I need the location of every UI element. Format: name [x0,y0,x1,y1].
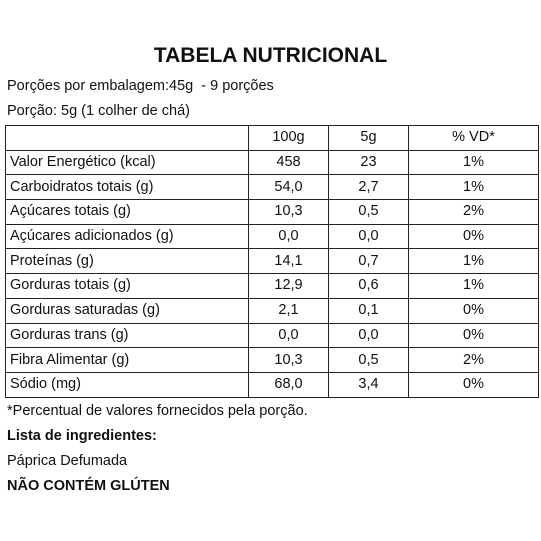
daily-value-percent: 0% [408,322,539,349]
header-per-100g: 100g [248,125,329,151]
daily-value-percent: 0% [408,223,539,250]
value-per-100g: 10,3 [248,347,329,373]
value-per-5g: 0,6 [328,273,409,299]
table-row: Valor Energético (kcal) 458 23 1% [5,149,539,176]
nutrient-name: Gorduras saturadas (g) [5,297,249,324]
value-per-5g: 0,0 [328,223,409,250]
value-per-100g: 14,1 [248,248,329,275]
nutrient-name: Açúcares adicionados (g) [5,223,249,250]
value-per-5g: 0,5 [328,347,409,373]
value-per-5g: 0,0 [328,322,409,349]
nutrition-table: 100g 5g % VD* Valor Energético (kcal) 45… [5,125,539,398]
page-title: TABELA NUTRICIONAL [153,44,388,67]
value-per-5g: 23 [328,149,409,176]
header-nutrient [5,125,249,151]
servings-per-package: Porções por embalagem:45g - 9 porções [7,78,274,94]
portion-size: Porção: 5g (1 colher de chá) [7,103,190,119]
nutrient-name: Valor Energético (kcal) [5,149,249,176]
footnote: *Percentual de valores fornecidos pela p… [7,403,308,419]
value-per-100g: 2,1 [248,297,329,324]
daily-value-percent: 1% [408,174,539,201]
value-per-100g: 458 [248,149,329,176]
ingredients-list: Páprica Defumada [7,453,128,469]
value-per-5g: 3,4 [328,371,409,398]
table-row: Carboidratos totais (g) 54,0 2,7 1% [5,174,539,201]
table-row: Proteínas (g) 14,1 0,7 1% [5,248,539,275]
table-row: Gorduras saturadas (g) 2,1 0,1 0% [5,297,539,324]
daily-value-percent: 0% [408,371,539,398]
ingredients-heading: Lista de ingredientes: [7,428,157,444]
header-per-5g: 5g [328,125,409,151]
value-per-100g: 68,0 [248,371,329,398]
value-per-5g: 0,7 [328,248,409,275]
gluten-notice: NÃO CONTÉM GLÚTEN [7,478,170,494]
value-per-100g: 0,0 [248,223,329,250]
table-row: Açúcares totais (g) 10,3 0,5 2% [5,199,539,225]
table-header-row: 100g 5g % VD* [5,125,539,151]
value-per-100g: 54,0 [248,174,329,201]
nutrient-name: Gorduras trans (g) [5,322,249,349]
value-per-5g: 0,1 [328,297,409,324]
table-row: Fibra Alimentar (g) 10,3 0,5 2% [5,347,539,373]
nutrient-name: Sódio (mg) [5,371,249,398]
daily-value-percent: 2% [408,347,539,373]
value-per-5g: 2,7 [328,174,409,201]
nutrient-name: Gorduras totais (g) [5,273,249,299]
daily-value-percent: 1% [408,149,539,176]
header-daily-value: % VD* [408,125,539,151]
nutrient-name: Açúcares totais (g) [5,199,249,225]
table-row: Gorduras trans (g) 0,0 0,0 0% [5,322,539,349]
value-per-100g: 10,3 [248,199,329,225]
table-row: Gorduras totais (g) 12,9 0,6 1% [5,273,539,299]
daily-value-percent: 2% [408,199,539,225]
daily-value-percent: 1% [408,273,539,299]
value-per-5g: 0,5 [328,199,409,225]
nutrient-name: Carboidratos totais (g) [5,174,249,201]
value-per-100g: 12,9 [248,273,329,299]
table-row: Açúcares adicionados (g) 0,0 0,0 0% [5,223,539,250]
daily-value-percent: 0% [408,297,539,324]
nutrient-name: Proteínas (g) [5,248,249,275]
daily-value-percent: 1% [408,248,539,275]
table-row: Sódio (mg) 68,0 3,4 0% [5,371,539,398]
value-per-100g: 0,0 [248,322,329,349]
nutrient-name: Fibra Alimentar (g) [5,347,249,373]
